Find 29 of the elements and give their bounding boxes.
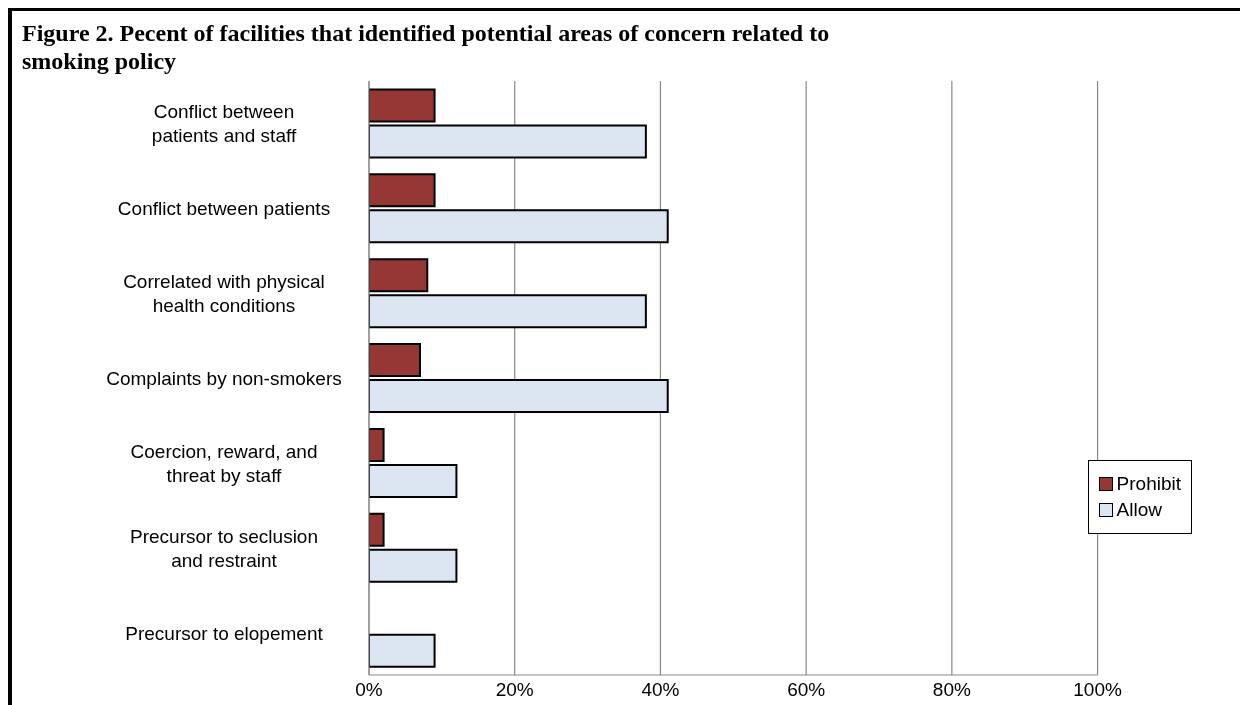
bar xyxy=(369,258,429,293)
y-tick-label: Correlated with physical health conditions xyxy=(123,270,325,316)
y-tick-label: Precursor to elopement xyxy=(125,622,324,644)
x-tick-label: 0% xyxy=(355,679,383,701)
bar xyxy=(369,512,385,547)
bar xyxy=(369,209,669,244)
y-tick-label: Conflict between patients and staff xyxy=(151,100,297,146)
x-tick-label: 20% xyxy=(495,679,534,701)
bar xyxy=(369,463,458,498)
bar xyxy=(369,343,421,378)
bar xyxy=(369,633,436,668)
x-tick-label: 40% xyxy=(641,679,680,701)
y-tick-label: Conflict between patients xyxy=(117,197,331,219)
bar xyxy=(369,294,647,329)
bar xyxy=(369,379,669,414)
legend-label: Prohibit xyxy=(1116,473,1181,495)
bar xyxy=(369,548,458,583)
x-tick-label: 100% xyxy=(1073,679,1122,701)
legend-label: Allow xyxy=(1116,499,1162,521)
bar xyxy=(369,173,436,208)
y-tick-label: Precursor to seclusion and restraint xyxy=(130,525,318,571)
y-tick-label: Coercion, reward, and threat by staff xyxy=(130,440,318,486)
chart-title: Figure 2. Pecent of facilities that identified potential areas of concern related to smoking policy xyxy=(21,19,831,75)
bar xyxy=(369,427,385,462)
x-tick-label: 80% xyxy=(932,679,971,701)
x-tick-label: 60% xyxy=(787,679,826,701)
y-tick-label: Complaints by non-smokers xyxy=(106,367,342,389)
bar xyxy=(369,88,436,123)
bar xyxy=(369,124,647,159)
